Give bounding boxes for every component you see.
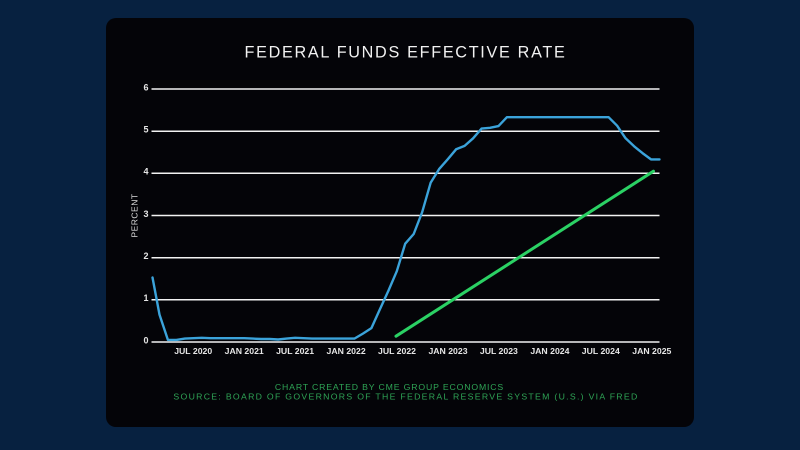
svg-text:PERCENT: PERCENT <box>130 193 140 237</box>
svg-text:JUL 2023: JUL 2023 <box>480 346 518 356</box>
svg-text:JUL 2020: JUL 2020 <box>174 346 212 356</box>
svg-text:JAN 2022: JAN 2022 <box>327 346 366 356</box>
svg-text:6: 6 <box>143 82 148 92</box>
svg-text:JAN 2021: JAN 2021 <box>225 346 264 356</box>
svg-text:FEDERAL FUNDS EFFECTIVE RATE: FEDERAL FUNDS EFFECTIVE RATE <box>245 44 567 62</box>
svg-text:JUL 2024: JUL 2024 <box>582 346 620 356</box>
svg-text:5: 5 <box>143 125 148 135</box>
svg-text:CHART CREATED BY CME GROUP ECO: CHART CREATED BY CME GROUP ECONOMICS <box>275 382 504 392</box>
svg-text:JAN 2025: JAN 2025 <box>632 346 671 356</box>
svg-text:JUL 2021: JUL 2021 <box>276 346 314 356</box>
svg-text:SOURCE: BOARD OF GOVERNORS OF: SOURCE: BOARD OF GOVERNORS OF THE FEDERA… <box>173 392 638 402</box>
svg-text:JAN 2023: JAN 2023 <box>428 346 467 356</box>
svg-text:JAN 2024: JAN 2024 <box>530 346 569 356</box>
svg-text:JUL 2022: JUL 2022 <box>378 346 416 356</box>
svg-text:3: 3 <box>143 209 148 219</box>
svg-text:0: 0 <box>143 335 148 345</box>
svg-text:2: 2 <box>143 251 148 261</box>
svg-text:1: 1 <box>143 293 148 303</box>
svg-text:4: 4 <box>143 167 148 177</box>
